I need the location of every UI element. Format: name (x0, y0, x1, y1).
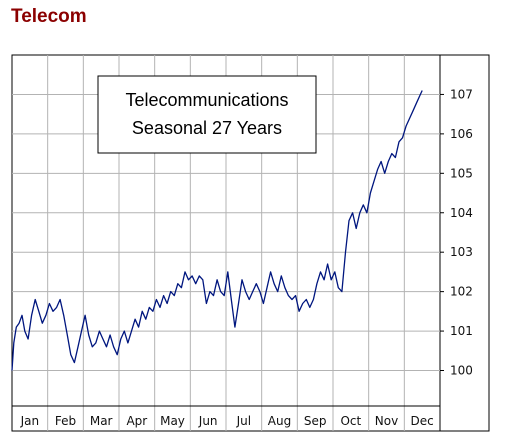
month-label: Feb (55, 414, 76, 428)
month-label: Aug (268, 414, 291, 428)
y-tick-label: 104 (450, 206, 473, 220)
month-label: May (160, 414, 185, 428)
month-label: Apr (126, 414, 147, 428)
y-tick-label: 107 (450, 87, 473, 101)
y-tick-label: 100 (450, 364, 473, 378)
y-tick-label: 103 (450, 245, 473, 259)
y-tick-label: 102 (450, 285, 473, 299)
y-axis-ticks: 100 101 102 103 104 105 106 107 (440, 87, 473, 378)
page-title: Telecom (11, 6, 87, 27)
month-label: Mar (90, 414, 113, 428)
chart-title-line-2: Seasonal 27 Years (132, 118, 282, 138)
series-line (11, 90, 423, 371)
title-box-frame (97, 75, 317, 154)
month-label: Oct (340, 414, 361, 428)
month-label: Dec (411, 414, 434, 428)
y-tick-label: 105 (450, 166, 473, 180)
chart-title-box: Telecommunications Seasonal 27 Years (97, 75, 317, 154)
month-label: Jul (236, 414, 251, 428)
month-axis: Jan Feb Mar Apr May Jun Jul Aug Sep Oct Nov Dec (20, 414, 434, 428)
y-tick-label: 101 (450, 324, 473, 338)
month-label: Jan (20, 414, 40, 428)
month-label: Sep (304, 414, 327, 428)
month-label: Jun (198, 414, 218, 428)
chart-title-line-1: Telecommunications (125, 90, 288, 110)
month-label: Nov (375, 414, 398, 428)
series-lines (11, 90, 423, 371)
y-tick-label: 106 (450, 127, 473, 141)
